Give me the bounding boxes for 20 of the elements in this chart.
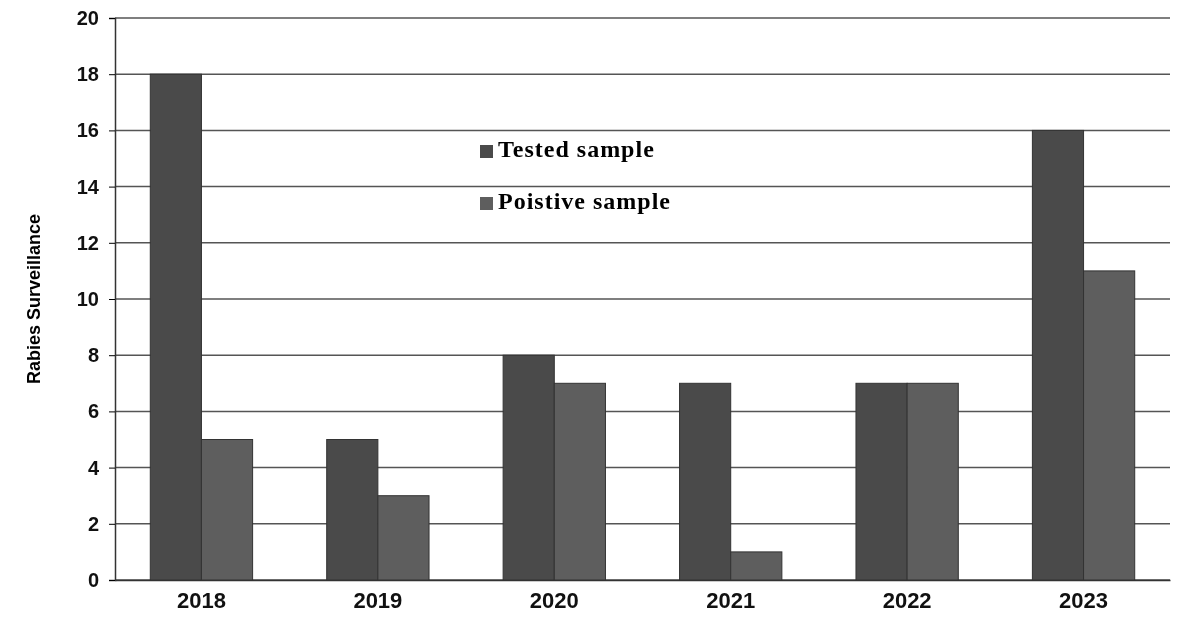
y-axis-title: Rabies Surveillance <box>24 213 44 385</box>
y-tick-label: 18 <box>76 63 99 86</box>
y-tick-label: 4 <box>87 456 100 479</box>
y-tick-label: 16 <box>76 119 99 142</box>
legend-label: Tested sample <box>498 136 655 162</box>
x-tick-label: 2020 <box>529 587 579 613</box>
y-tick-label: 8 <box>87 344 99 367</box>
y-tick-label: 10 <box>76 287 99 310</box>
y-tick-label: 0 <box>87 568 99 591</box>
x-tick-label: 2023 <box>1059 587 1109 613</box>
y-tick-label: 12 <box>76 231 99 254</box>
y-tick-label: 20 <box>76 6 99 29</box>
y-tick-label: 2 <box>87 512 99 535</box>
y-tick-label: 6 <box>87 400 99 423</box>
x-tick-label: 2021 <box>706 587 756 613</box>
x-tick-label: 2018 <box>176 587 226 613</box>
x-tick-label: 2019 <box>353 587 403 613</box>
y-tick-label: 14 <box>76 175 100 198</box>
legend-label: Poistive sample <box>498 188 671 214</box>
x-tick-label: 2022 <box>882 587 932 613</box>
